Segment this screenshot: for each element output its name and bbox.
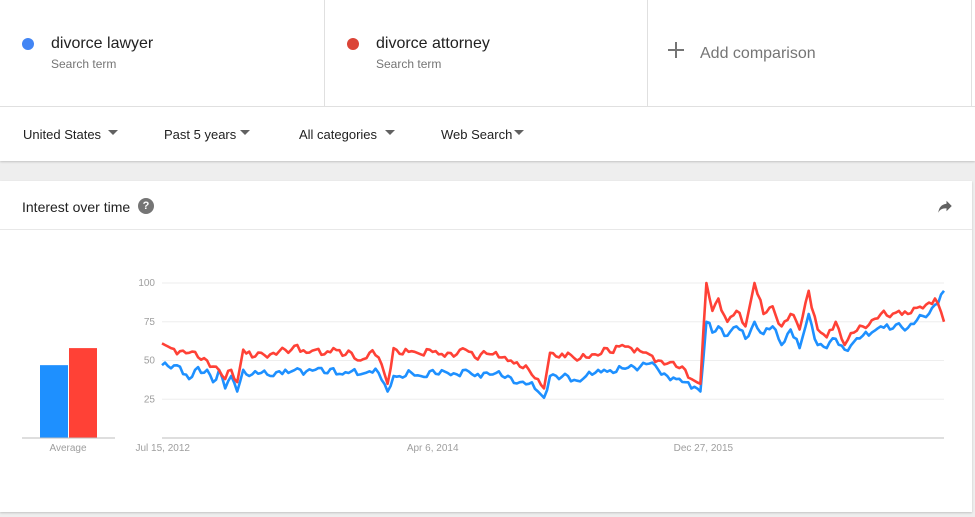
average-label: Average: [49, 443, 87, 454]
search-header: divorce lawyer Search term divorce attor…: [0, 0, 975, 161]
chevron-down-icon: [514, 130, 524, 135]
term-card-divorce-attorney[interactable]: divorce attorney Search term: [325, 0, 648, 106]
help-icon[interactable]: ?: [138, 198, 154, 214]
x-tick-label: Jul 15, 2012: [136, 443, 191, 454]
search-type-dropdown[interactable]: Web Search: [441, 106, 531, 161]
x-tick-label: Apr 6, 2014: [407, 443, 459, 454]
average-bars: [40, 348, 97, 438]
share-icon[interactable]: [936, 197, 954, 215]
y-tick-label: 50: [144, 356, 156, 367]
chevron-down-icon: [385, 130, 395, 135]
series-line: [161, 289, 946, 399]
add-comparison-label: Add comparison: [700, 45, 816, 62]
term-type: Search term: [51, 57, 117, 71]
region-value: United States: [23, 127, 102, 142]
term-color-dot-icon: [22, 38, 34, 50]
region-dropdown[interactable]: United States: [23, 106, 123, 161]
term-color-dot-icon: [347, 38, 359, 50]
series-lines: [161, 281, 946, 399]
term-type: Search term: [376, 57, 442, 71]
card-title: Interest over time: [22, 199, 131, 215]
search-type-value: Web Search: [441, 127, 513, 142]
terms-row: divorce lawyer Search term divorce attor…: [0, 0, 975, 107]
series-line: [161, 281, 946, 390]
term-name: divorce lawyer: [51, 35, 154, 52]
y-tick-label: 100: [138, 278, 155, 289]
time-range-dropdown[interactable]: Past 5 years: [164, 106, 254, 161]
average-bar: [40, 365, 68, 438]
x-axis-ticks: Jul 15, 2012 Apr 6, 2014 Dec 27, 2015: [136, 443, 734, 454]
time-range-value: Past 5 years: [164, 127, 237, 142]
card-header: Interest over time ?: [0, 181, 972, 230]
term-card-divorce-lawyer[interactable]: divorce lawyer Search term: [0, 0, 325, 106]
gridlines: 100 75 50 25: [138, 278, 944, 439]
interest-over-time-card: Interest over time ? 100 75 50 25 Average J…: [0, 181, 972, 512]
chevron-down-icon: [108, 130, 118, 135]
term-name: divorce attorney: [376, 35, 490, 52]
add-comparison-button[interactable]: Add comparison: [648, 0, 972, 106]
x-tick-label: Dec 27, 2015: [674, 443, 734, 454]
interest-chart: 100 75 50 25 Average Jul 15, 2012 Apr 6, 201…: [22, 278, 946, 454]
filters-row: United States Past 5 years All categorie…: [0, 106, 975, 161]
average-bar: [69, 348, 97, 438]
category-dropdown[interactable]: All categories: [299, 106, 399, 161]
plus-icon: [668, 42, 684, 58]
y-tick-label: 75: [144, 317, 156, 328]
y-tick-label: 25: [144, 394, 156, 405]
category-value: All categories: [299, 127, 378, 142]
chevron-down-icon: [240, 130, 250, 135]
